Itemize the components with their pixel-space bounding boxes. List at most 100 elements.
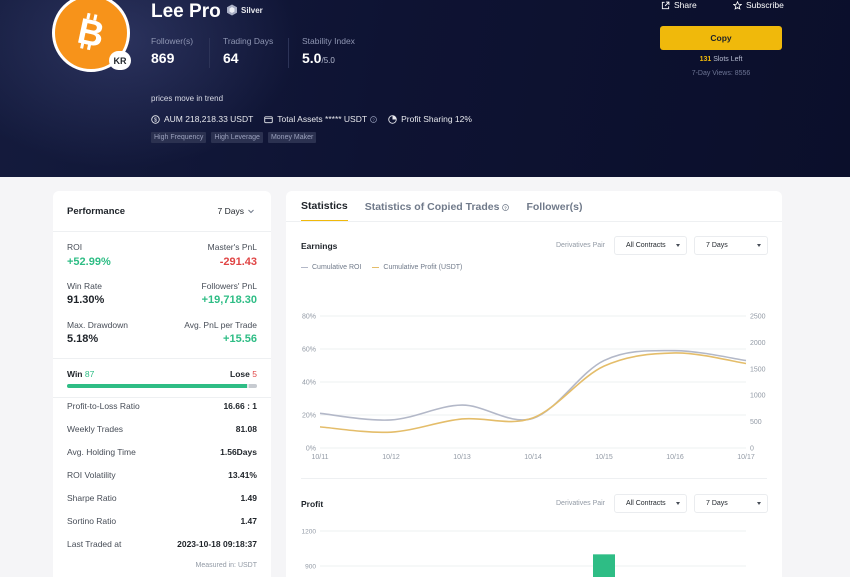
aum-metric: $ AUM 218,218.33 USDT [151, 114, 253, 124]
x-tick-label: 10/13 [453, 454, 471, 461]
divider [53, 358, 271, 359]
y-tick-label: 1200 [302, 529, 317, 536]
caret-down-icon [676, 502, 680, 505]
stability-index-stat: Stability Index 5.0/5.0 [302, 36, 355, 66]
y-tick-label-right: 2000 [750, 340, 766, 347]
chart-legend: Cumulative ROI Cumulative Profit (USDT) [301, 264, 462, 271]
dollar-circle-icon: $ [151, 114, 160, 124]
profit-bar [593, 554, 615, 577]
info-icon[interactable]: ? [370, 115, 377, 123]
legend-item: Cumulative ROI [301, 264, 361, 271]
followers-stat: Follower(s) 869 [151, 36, 193, 66]
y-tick-label-left: 60% [302, 347, 316, 354]
trader-header: B KR Lee Pro Silver Follower(s) 869 Trad… [0, 0, 850, 177]
stat-row: Sharpe Ratio 1.49 [67, 493, 257, 503]
legend-swatch [301, 266, 308, 269]
performance-range-select[interactable]: 7 Days [218, 206, 255, 216]
badge-label: Silver [241, 5, 263, 15]
copy-button[interactable]: Copy [660, 26, 782, 50]
level-badge: Silver [226, 4, 263, 16]
trader-description: prices move in trend [151, 94, 224, 103]
divider [301, 478, 767, 479]
y-tick-label-right: 2500 [750, 314, 766, 321]
profit-contracts-select[interactable]: All Contracts [614, 494, 687, 513]
lose-bar-fill [248, 384, 257, 388]
y-tick-label: 900 [305, 564, 316, 571]
earnings-chart: 0% 20% 40% 60% 80% 0 500 1000 1500 2000 2500 10/11 1… [302, 314, 766, 462]
share-icon [661, 1, 670, 9]
y-tick-label-right: 1500 [750, 366, 766, 373]
total-assets-metric: Total Assets ***** USDT ? [264, 114, 377, 124]
earnings-contracts-select[interactable]: All Contracts [614, 236, 687, 255]
derivatives-pair-label: Derivatives Pair [556, 500, 606, 507]
stat-value: 64 [223, 50, 239, 66]
master-pnl-value: -291.43 [219, 256, 257, 268]
measured-in-note: Measured in: USDT [195, 562, 257, 569]
info-icon: ? [502, 203, 510, 211]
earnings-range-select[interactable]: 7 Days [694, 236, 768, 255]
legend-swatch [372, 266, 380, 269]
divider [53, 231, 271, 232]
svg-text:$: $ [154, 117, 158, 123]
series-line-cumulative-roi [319, 349, 747, 421]
profit-chart: 1200 900 [302, 529, 746, 577]
win-rate-value: 91.30% [67, 294, 105, 306]
stat-row: ROI Volatility 13.41% [67, 470, 257, 480]
performance-title: Performance [67, 206, 126, 217]
profit-range-select[interactable]: 7 Days [694, 494, 768, 513]
earnings-title: Earnings [301, 241, 338, 251]
y-tick-label-left: 80% [302, 314, 316, 321]
master-pnl-label: Master's PnL [207, 242, 257, 252]
win-lose-bar [67, 384, 257, 388]
trader-name: Lee Pro [151, 1, 221, 22]
tab-followers[interactable]: Follower(s) [526, 201, 583, 213]
silver-badge-icon [227, 4, 237, 16]
profit-title: Profit [301, 499, 324, 509]
stat-row: Weekly Trades 81.08 [67, 424, 257, 434]
win-bar-fill [67, 384, 247, 388]
stat-row: Profit-to-Loss Ratio 16.66 : 1 [67, 401, 257, 411]
y-tick-label-right: 1000 [750, 393, 766, 400]
avg-pnl-label: Avg. PnL per Trade [184, 320, 257, 330]
legend-item: Cumulative Profit (USDT) [372, 264, 462, 271]
chevron-down-icon [248, 209, 254, 214]
tab-statistics[interactable]: Statistics [301, 200, 348, 222]
tab-statistics-of-copied-trades[interactable]: Statistics of Copied Trades ? [365, 200, 510, 222]
max-drawdown-label: Max. Drawdown [67, 320, 128, 330]
profit-sharing-metric: Profit Sharing 12% [388, 114, 472, 124]
country-badge: KR [109, 51, 131, 70]
subscribe-button[interactable]: Subscribe [733, 0, 784, 10]
pie-chart-icon [388, 114, 397, 124]
stat-value: 5.0/5.0 [302, 50, 335, 66]
wallet-icon [264, 115, 274, 123]
followers-pnl-label: Followers' PnL [201, 281, 257, 291]
series-line-cumulative-profit [319, 352, 747, 434]
x-tick-label: 10/14 [524, 454, 542, 461]
caret-down-icon [757, 244, 761, 247]
win-count-label: Win 87 [67, 369, 95, 379]
tag: Money Maker [267, 132, 317, 143]
x-tick-label: 10/11 [312, 454, 329, 461]
share-button[interactable]: Share [661, 0, 697, 10]
stat-label: Stability Index [302, 36, 355, 46]
divider [53, 397, 271, 398]
x-tick-label: 10/17 [737, 454, 755, 461]
performance-card: Performance 7 Days ROI +52.99% Master's … [53, 191, 271, 577]
seven-day-views: 7-Day Views: 8556 [691, 70, 751, 77]
y-tick-label-right: 0 [750, 446, 754, 453]
caret-down-icon [676, 244, 680, 247]
divider [288, 38, 289, 68]
stat-label: Follower(s) [151, 36, 194, 46]
roi-label: ROI [67, 242, 83, 252]
win-rate-label: Win Rate [67, 281, 102, 291]
stat-label: Trading Days [223, 36, 274, 46]
avatar: B [52, 0, 130, 72]
bitcoin-icon: B [74, 11, 108, 55]
stat-value: 869 [151, 50, 175, 66]
followers-pnl-value: +19,718.30 [201, 294, 257, 306]
divider [209, 38, 210, 68]
stat-row: Last Traded at 2023-10-18 09:18:37 [67, 539, 257, 549]
avg-pnl-value: +15.56 [223, 333, 257, 345]
y-tick-label-left: 20% [302, 413, 316, 420]
tag: High Frequency [151, 132, 207, 143]
